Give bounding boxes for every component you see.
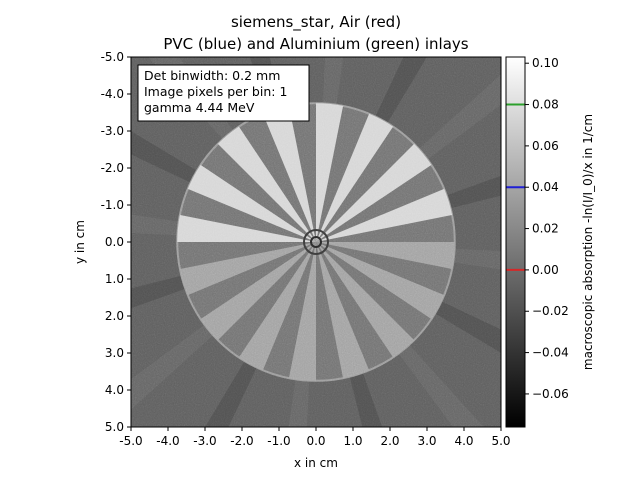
y-tick-label: 3.0 [105,346,124,360]
x-tick-label: -4.0 [156,434,179,448]
y-axis-label: y in cm [73,220,87,264]
annotation-line-1: Det binwidth: 0.2 mm [144,68,280,83]
y-tick-label: 5.0 [105,420,124,434]
y-tick-label: -3.0 [101,124,124,138]
colorbar-tick-label: −0.06 [532,387,569,401]
x-tick-label: 2.0 [380,434,399,448]
image-plot [131,57,501,427]
colorbar-tick-label: 0.08 [532,98,559,112]
colorbar-tick-label: 0.10 [532,56,559,70]
y-tick-label: -4.0 [101,87,124,101]
colorbar-label: macroscopic absorption -ln(I/I_0)/x in 1… [581,114,595,370]
colorbar-gradient [506,57,525,427]
x-tick-label: 4.0 [454,434,473,448]
x-tick-label: 5.0 [491,434,510,448]
colorbar-tick-label: 0.00 [532,263,559,277]
colorbar-tick-label: 0.04 [532,180,559,194]
x-tick-label: -1.0 [267,434,290,448]
y-tick-label: 0.0 [105,235,124,249]
x-tick-label: -5.0 [119,434,142,448]
chart-title-line2: PVC (blue) and Aluminium (green) inlays [163,35,468,53]
colorbar-tick-label: 0.06 [532,139,559,153]
colorbar: −0.06−0.04−0.020.000.020.040.060.080.10 … [505,56,595,428]
y-tick-label: -5.0 [101,50,124,64]
annotation-line-2: Image pixels per bin: 1 [144,84,287,99]
y-tick-label: 1.0 [105,272,124,286]
y-tick-label: 4.0 [105,383,124,397]
chart-title-line1: siemens_star, Air (red) [231,13,401,32]
colorbar-markers [506,103,525,271]
x-tick-label: -2.0 [230,434,253,448]
colorbar-ticks: −0.06 −0.04 −0.02 0.00 0.02 0.04 0.06 0.08 0.10 [525,56,569,401]
y-tick-label: 2.0 [105,309,124,323]
x-tick-label: 1.0 [343,434,362,448]
colorbar-tick-label: 0.02 [532,222,559,236]
y-tick-label: -2.0 [101,161,124,175]
annotation-box: Det binwidth: 0.2 mm Image pixels per bi… [137,64,310,122]
x-tick-label: 0.0 [306,434,325,448]
colorbar-tick-label: −0.02 [532,304,569,318]
x-tick-label: 3.0 [417,434,436,448]
x-axis-label: x in cm [294,456,338,470]
x-tick-label: -3.0 [193,434,216,448]
colorbar-frame [505,56,526,428]
colorbar-tick-label: −0.04 [532,346,569,360]
annotation-line-3: gamma 4.44 MeV [144,100,255,115]
y-tick-label: -1.0 [101,198,124,212]
annotation-frame [137,64,310,122]
x-axis-ticks: -5.0 -4.0 -3.0 -2.0 -1.0 0.0 1.0 2.0 3.0 4.0 5.0 [119,427,511,448]
y-axis-ticks: -5.0 -4.0 -3.0 -2.0 -1.0 0.0 1.0 2.0 3.0 4.0 5.0 [101,50,131,434]
